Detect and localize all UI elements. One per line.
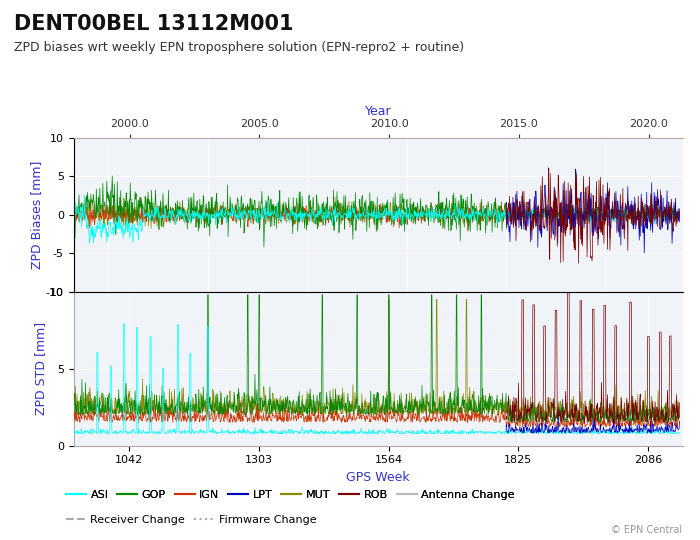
Text: DENT00BEL 13112M001: DENT00BEL 13112M001: [14, 14, 293, 33]
X-axis label: Year: Year: [365, 105, 391, 118]
X-axis label: GPS Week: GPS Week: [346, 471, 410, 484]
Text: ZPD biases wrt weekly EPN troposphere solution (EPN-repro2 + routine): ZPD biases wrt weekly EPN troposphere so…: [14, 40, 464, 53]
Text: © EPN Central: © EPN Central: [611, 524, 682, 535]
Legend: Receiver Change, Firmware Change: Receiver Change, Firmware Change: [62, 510, 321, 529]
Legend: ASI, GOP, IGN, LPT, MUT, ROB, Antenna Change: ASI, GOP, IGN, LPT, MUT, ROB, Antenna Ch…: [62, 486, 519, 505]
Y-axis label: ZPD Biases [mm]: ZPD Biases [mm]: [30, 160, 43, 269]
Y-axis label: ZPD STD [mm]: ZPD STD [mm]: [34, 322, 47, 415]
